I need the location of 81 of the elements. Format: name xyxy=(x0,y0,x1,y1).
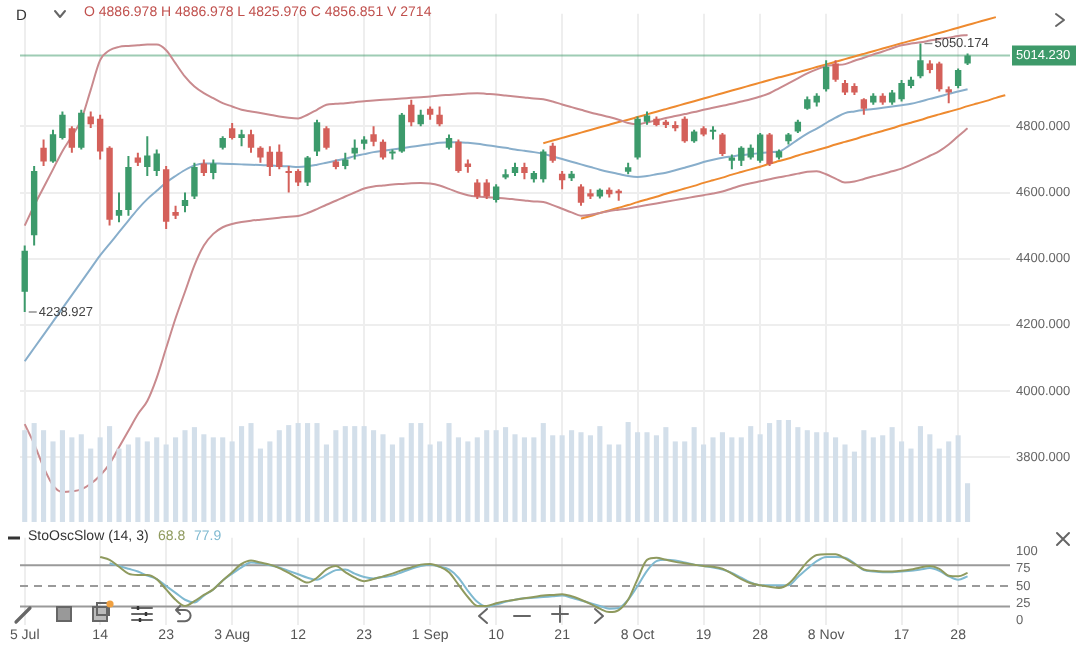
bar xyxy=(531,437,537,522)
candlestick xyxy=(40,138,47,168)
bar xyxy=(50,441,56,522)
candlestick xyxy=(398,112,406,154)
candlestick xyxy=(370,125,377,148)
bar xyxy=(465,441,471,522)
bar xyxy=(41,430,47,522)
candlestick xyxy=(492,183,500,204)
bar xyxy=(399,437,405,522)
candlestick xyxy=(766,131,773,168)
candlestick xyxy=(436,105,443,128)
bar xyxy=(107,426,113,522)
line-series xyxy=(542,16,997,145)
bar xyxy=(776,420,782,522)
candlestick xyxy=(125,155,132,217)
candlestick xyxy=(181,191,189,214)
bar xyxy=(597,426,603,522)
bar xyxy=(295,423,301,522)
bar xyxy=(248,423,254,522)
candlestick xyxy=(115,191,123,224)
bar xyxy=(333,430,339,522)
bar xyxy=(965,483,971,522)
bar xyxy=(908,448,914,522)
candlestick xyxy=(549,141,556,164)
bar xyxy=(314,423,320,522)
bar xyxy=(512,434,518,522)
bar xyxy=(163,444,169,522)
candlestick xyxy=(68,125,76,154)
candlestick xyxy=(323,125,330,151)
candlestick xyxy=(247,128,255,154)
candlestick xyxy=(408,98,415,128)
bar xyxy=(927,434,933,522)
bar xyxy=(97,437,103,522)
candlestick xyxy=(153,148,160,177)
line-series xyxy=(23,88,969,363)
bar xyxy=(644,432,650,522)
bar xyxy=(427,444,433,522)
candlestick xyxy=(21,244,28,313)
candlestick xyxy=(681,115,688,144)
candlestick xyxy=(379,138,387,161)
bar xyxy=(663,427,669,522)
bar xyxy=(795,427,801,522)
candlestick xyxy=(719,131,726,158)
candlestick xyxy=(709,125,717,141)
bar xyxy=(229,441,235,522)
candlestick xyxy=(954,67,962,90)
bar xyxy=(493,430,499,522)
bar xyxy=(955,435,961,522)
bar xyxy=(842,444,848,522)
bar xyxy=(361,426,367,522)
bar xyxy=(135,437,141,522)
bar xyxy=(201,434,207,522)
line-series xyxy=(580,94,1007,220)
bar xyxy=(31,423,37,522)
bar xyxy=(691,427,697,522)
candlestick xyxy=(304,155,311,187)
bar xyxy=(861,430,867,522)
candlestick xyxy=(144,135,151,177)
bar xyxy=(625,422,631,522)
candlestick xyxy=(822,59,830,93)
candlestick xyxy=(191,161,198,201)
bar xyxy=(559,435,565,522)
bar xyxy=(380,434,386,522)
bar xyxy=(116,448,122,522)
bar xyxy=(446,423,452,522)
bar xyxy=(823,432,829,522)
bar xyxy=(578,432,584,522)
bar xyxy=(69,437,75,522)
bar xyxy=(182,430,188,522)
bar xyxy=(889,427,895,522)
candlestick xyxy=(78,108,85,151)
bar xyxy=(729,437,735,522)
candlestick xyxy=(313,118,321,158)
line-series xyxy=(23,127,969,493)
bar xyxy=(757,434,763,522)
bar xyxy=(267,441,273,522)
bar xyxy=(710,437,716,522)
candlestick xyxy=(832,59,839,83)
candlestick xyxy=(756,131,764,164)
candlestick xyxy=(210,158,217,181)
candlestick xyxy=(917,42,924,80)
